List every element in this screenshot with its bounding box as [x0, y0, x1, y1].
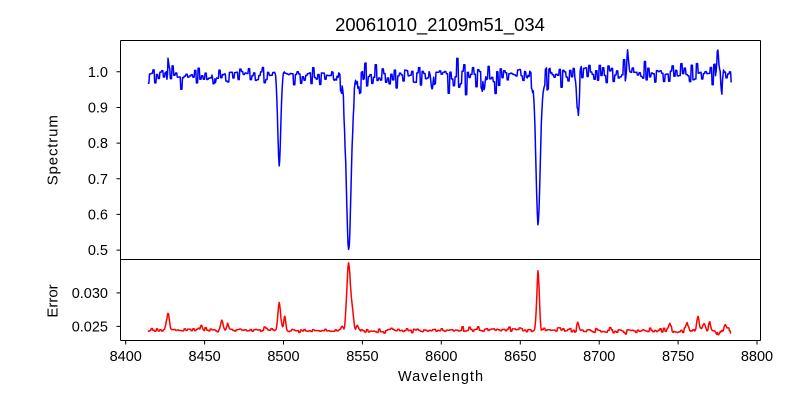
svg-text:8600: 8600 — [425, 349, 457, 365]
svg-text:8550: 8550 — [346, 349, 378, 365]
svg-text:0.5: 0.5 — [88, 243, 108, 259]
svg-text:8400: 8400 — [110, 349, 142, 365]
svg-text:0.7: 0.7 — [88, 172, 108, 188]
svg-text:8500: 8500 — [267, 349, 299, 365]
svg-text:0.025: 0.025 — [72, 319, 108, 335]
svg-text:8750: 8750 — [662, 349, 694, 365]
svg-text:0.8: 0.8 — [88, 136, 108, 152]
svg-text:Spectrum: Spectrum — [45, 114, 62, 185]
svg-text:Wavelength: Wavelength — [398, 369, 484, 385]
svg-text:1.0: 1.0 — [88, 65, 108, 81]
svg-text:8450: 8450 — [188, 349, 220, 365]
svg-text:0.030: 0.030 — [72, 286, 108, 302]
svg-text:20061010_2109m51_034: 20061010_2109m51_034 — [335, 14, 545, 36]
svg-text:8800: 8800 — [741, 349, 773, 365]
svg-text:0.9: 0.9 — [88, 101, 108, 117]
svg-text:0.6: 0.6 — [88, 207, 108, 223]
svg-text:8650: 8650 — [504, 349, 536, 365]
svg-text:8700: 8700 — [583, 349, 615, 365]
svg-text:Error: Error — [45, 284, 62, 317]
